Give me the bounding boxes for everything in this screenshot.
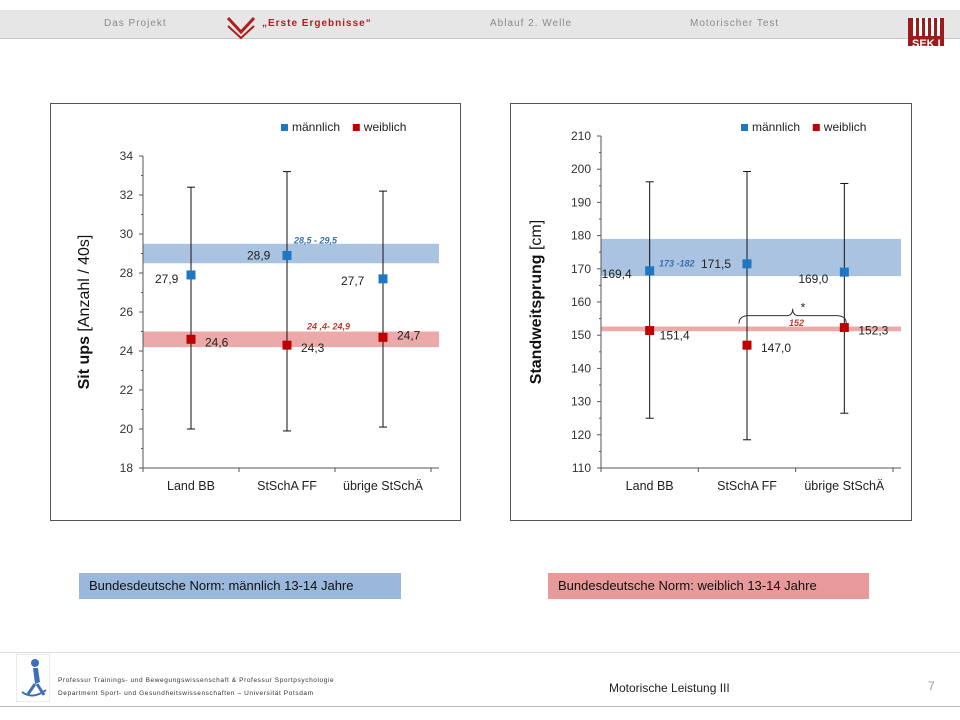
data-point-m bbox=[742, 259, 752, 269]
data-point-w bbox=[186, 334, 196, 344]
legend-label: weiblich bbox=[823, 120, 867, 134]
legend-marker bbox=[812, 124, 820, 131]
norm-male-label: Bundesdeutsche Norm: männlich 13-14 Jahr… bbox=[79, 573, 401, 599]
y-tick-label: 120 bbox=[571, 428, 591, 442]
sek-logo-icon bbox=[908, 18, 944, 46]
y-tick-label: 210 bbox=[571, 129, 591, 143]
y-tick-label: 170 bbox=[571, 262, 591, 276]
data-label: 24,7 bbox=[397, 328, 421, 342]
y-tick-label: 160 bbox=[571, 295, 591, 309]
data-label: 147,0 bbox=[761, 341, 791, 355]
y-tick-label: 200 bbox=[571, 162, 591, 176]
data-point-w bbox=[742, 340, 752, 350]
nav-ablauf-2-welle[interactable]: Ablauf 2. Welle bbox=[490, 18, 573, 29]
legend-label: männlich bbox=[752, 120, 800, 134]
footer-divider-top bbox=[0, 652, 960, 653]
chevron-down-icon bbox=[226, 16, 256, 40]
norm-band-label: 24 ,4- 24,9 bbox=[306, 321, 350, 331]
y-tick-label: 110 bbox=[572, 461, 591, 475]
data-label: 151,4 bbox=[660, 329, 690, 343]
y-tick-label: 180 bbox=[571, 229, 591, 243]
x-tick-label: StSchA FF bbox=[257, 479, 317, 493]
y-tick-label: 22 bbox=[120, 383, 134, 397]
legend-marker bbox=[281, 124, 288, 131]
significance-marker: * bbox=[801, 301, 806, 315]
norm-band bbox=[601, 326, 901, 332]
legend-label: weiblich bbox=[363, 120, 407, 134]
y-axis-label: Sit ups [Anzahl / 40s] bbox=[76, 235, 93, 390]
y-tick-label: 30 bbox=[120, 227, 134, 241]
norm-female-label: Bundesdeutsche Norm: weiblich 13-14 Jahr… bbox=[548, 573, 869, 599]
legend-label: männlich bbox=[292, 120, 340, 134]
norm-band-label: 173 -182 bbox=[659, 259, 695, 269]
x-tick-label: übrige StSchÄ bbox=[343, 479, 424, 493]
data-point-w bbox=[645, 326, 655, 336]
norm-band-label: 28,5 - 29,5 bbox=[293, 236, 338, 246]
y-tick-label: 24 bbox=[120, 344, 134, 358]
x-tick-label: übrige StSchÄ bbox=[804, 479, 885, 493]
data-label: 24,3 bbox=[301, 341, 325, 355]
data-label: 152,3 bbox=[858, 324, 888, 338]
data-point-m bbox=[282, 250, 292, 260]
data-label: 24,6 bbox=[205, 335, 229, 349]
y-tick-label: 150 bbox=[571, 328, 591, 342]
sek-logo-text: SEK I bbox=[912, 38, 941, 50]
nav-band bbox=[0, 10, 960, 39]
y-axis-label-main: Sit ups bbox=[76, 336, 93, 389]
legend-marker bbox=[352, 124, 360, 131]
data-point-m bbox=[186, 270, 196, 280]
y-axis-label-unit: [Anzahl / 40s] bbox=[76, 235, 93, 336]
y-tick-label: 34 bbox=[120, 149, 134, 163]
nav-das-projekt[interactable]: Das Projekt bbox=[104, 18, 167, 29]
situps-chart: 28,5 - 29,5 24 ,4- 24,9 18 20 22 24 26 28 30 32 34… bbox=[76, 120, 439, 493]
norm-band-label: 152 bbox=[789, 318, 804, 328]
standweitsprung-chart: 173 -182 152 110 120 130 140 150 160 170 180 190 20… bbox=[528, 120, 901, 493]
x-tick-label: StSchA FF bbox=[717, 479, 777, 493]
y-tick-label: 18 bbox=[120, 461, 134, 475]
footer-professur: Professur Trainings- und Bewegungswissen… bbox=[58, 677, 335, 684]
data-label: 171,5 bbox=[701, 257, 731, 271]
x-tick-label: Land BB bbox=[626, 479, 674, 493]
y-tick-label: 130 bbox=[571, 395, 591, 409]
data-label: 28,9 bbox=[247, 248, 271, 262]
data-point-w bbox=[839, 323, 849, 333]
y-tick-label: 140 bbox=[571, 361, 591, 375]
footer-divider-bottom bbox=[0, 706, 960, 707]
footer-department: Department Sport- und Gesundheitswissens… bbox=[58, 690, 314, 697]
y-tick-label: 28 bbox=[120, 266, 134, 280]
standweitsprung-chart-frame: 173 -182 152 110 120 130 140 150 160 170 180 190 20… bbox=[510, 103, 912, 521]
data-label: 27,9 bbox=[155, 272, 179, 286]
data-point-m bbox=[645, 266, 655, 276]
norm-band bbox=[143, 331, 439, 348]
y-axis-label: Standweitsprung [cm] bbox=[528, 220, 545, 384]
data-point-m bbox=[378, 274, 388, 284]
data-point-m bbox=[839, 267, 849, 277]
y-tick-label: 190 bbox=[571, 195, 591, 209]
data-label: 27,7 bbox=[341, 274, 365, 288]
y-axis-label-main: Standweitsprung bbox=[528, 254, 545, 384]
y-tick-label: 32 bbox=[120, 188, 134, 202]
y-axis-label-unit: [cm] bbox=[528, 220, 545, 255]
data-point-w bbox=[378, 332, 388, 342]
legend-marker bbox=[741, 124, 748, 131]
footer-title: Motorische Leistung III bbox=[609, 681, 730, 695]
y-tick-label: 26 bbox=[120, 305, 134, 319]
data-point-w bbox=[282, 340, 292, 350]
nav-erste-ergebnisse[interactable]: „Erste Ergebnisse“ bbox=[262, 18, 372, 29]
data-label: 169,0 bbox=[798, 272, 828, 286]
page-number: 7 bbox=[928, 679, 935, 693]
situps-chart-frame: 28,5 - 29,5 24 ,4- 24,9 18 20 22 24 26 28 30 32 34… bbox=[50, 103, 461, 521]
y-tick-label: 20 bbox=[120, 422, 134, 436]
x-tick-label: Land BB bbox=[167, 479, 215, 493]
nav-motorischer-test[interactable]: Motorischer Test bbox=[690, 18, 780, 29]
university-logo-icon bbox=[16, 654, 50, 702]
data-label: 169,4 bbox=[602, 267, 632, 281]
top-navigation-bar: Das Projekt „Erste Ergebnisse“ Ablauf 2.… bbox=[0, 0, 960, 50]
